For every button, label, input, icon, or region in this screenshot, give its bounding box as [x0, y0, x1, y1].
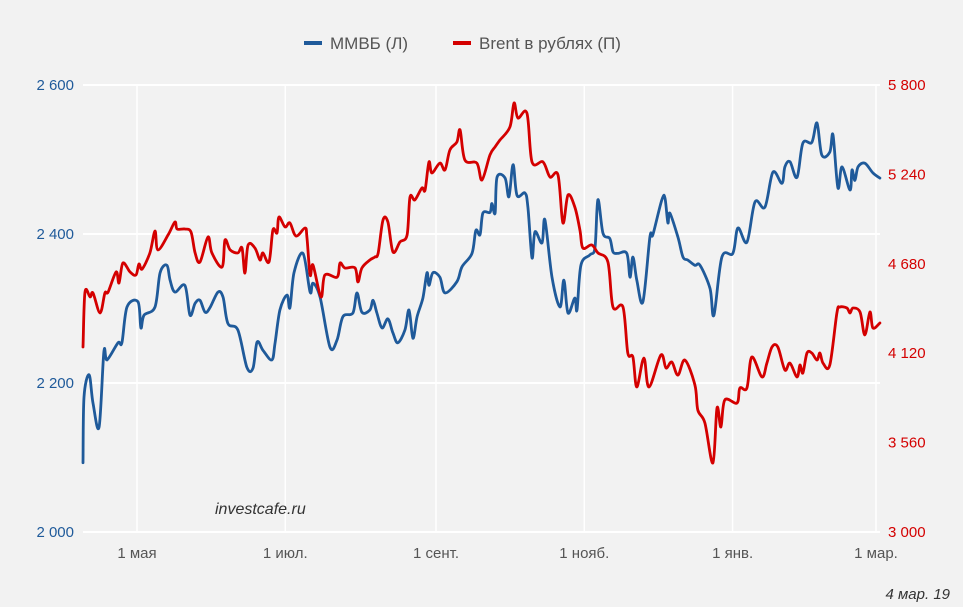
x-tick-label: 1 сент. — [413, 545, 459, 562]
legend-label-brent: Brent в рублях (П) — [479, 34, 621, 53]
watermark: investcafe.ru — [215, 501, 306, 518]
x-tick-label: 1 июл. — [263, 545, 308, 562]
y-right-tick-label: 5 800 — [888, 77, 926, 94]
legend: ММВБ (Л) Brent в рублях (П) — [304, 34, 621, 53]
x-tick-label: 1 мая — [117, 545, 156, 562]
x-tick-label: 1 нояб. — [559, 545, 609, 562]
y-left-tick-label: 2 000 — [36, 524, 74, 541]
legend-label-mmvb: ММВБ (Л) — [330, 34, 408, 53]
y-right-tick-label: 4 680 — [888, 256, 926, 273]
y-right-tick-label: 3 560 — [888, 435, 926, 452]
series-line-brent — [81, 101, 882, 465]
chart-date: 4 мар. 19 — [886, 586, 951, 603]
x-tick-label: 1 мар. — [854, 545, 898, 562]
y-left-tick-label: 2 200 — [36, 375, 74, 392]
x-tick-label: 1 янв. — [712, 545, 753, 562]
y-left-tick-label: 2 400 — [36, 226, 74, 243]
y-right-tick-label: 5 240 — [888, 166, 926, 183]
axes: 2 000 2 200 2 400 2 600 3 000 3 560 4 120 4 680… — [36, 77, 925, 562]
series-lines — [81, 101, 882, 465]
series-line-mmvb — [81, 121, 882, 465]
y-left-tick-label: 2 600 — [36, 77, 74, 94]
y-right-tick-label: 3 000 — [888, 524, 926, 541]
y-right-tick-label: 4 120 — [888, 345, 926, 362]
